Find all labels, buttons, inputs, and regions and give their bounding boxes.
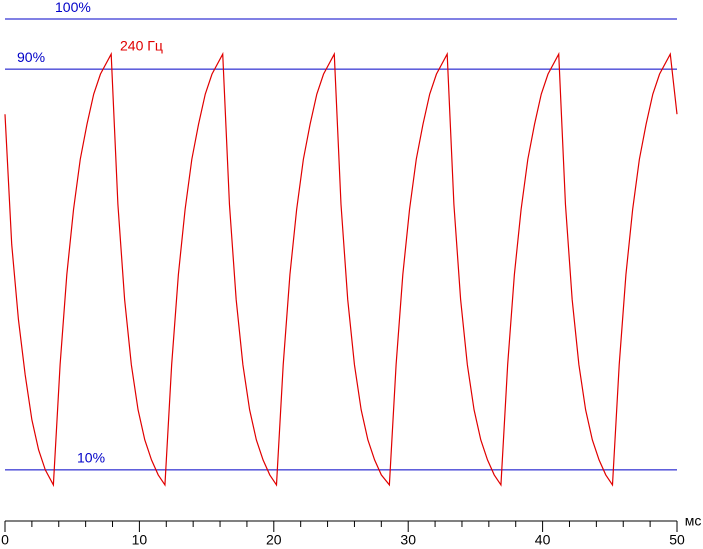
x-tick-label: 30 xyxy=(400,532,416,548)
reference-label: 10% xyxy=(77,450,105,466)
x-tick-label: 10 xyxy=(132,532,148,548)
reference-label: 90% xyxy=(17,49,45,65)
series-label: 240 Гц xyxy=(120,38,163,54)
series-line xyxy=(4,51,678,488)
x-tick-label: 20 xyxy=(266,532,282,548)
x-axis-label: мс xyxy=(685,513,702,529)
x-tick-label: 40 xyxy=(535,532,551,548)
reference-label: 100% xyxy=(55,0,91,15)
x-tick-label: 50 xyxy=(669,532,685,548)
x-tick-label: 0 xyxy=(1,532,9,548)
